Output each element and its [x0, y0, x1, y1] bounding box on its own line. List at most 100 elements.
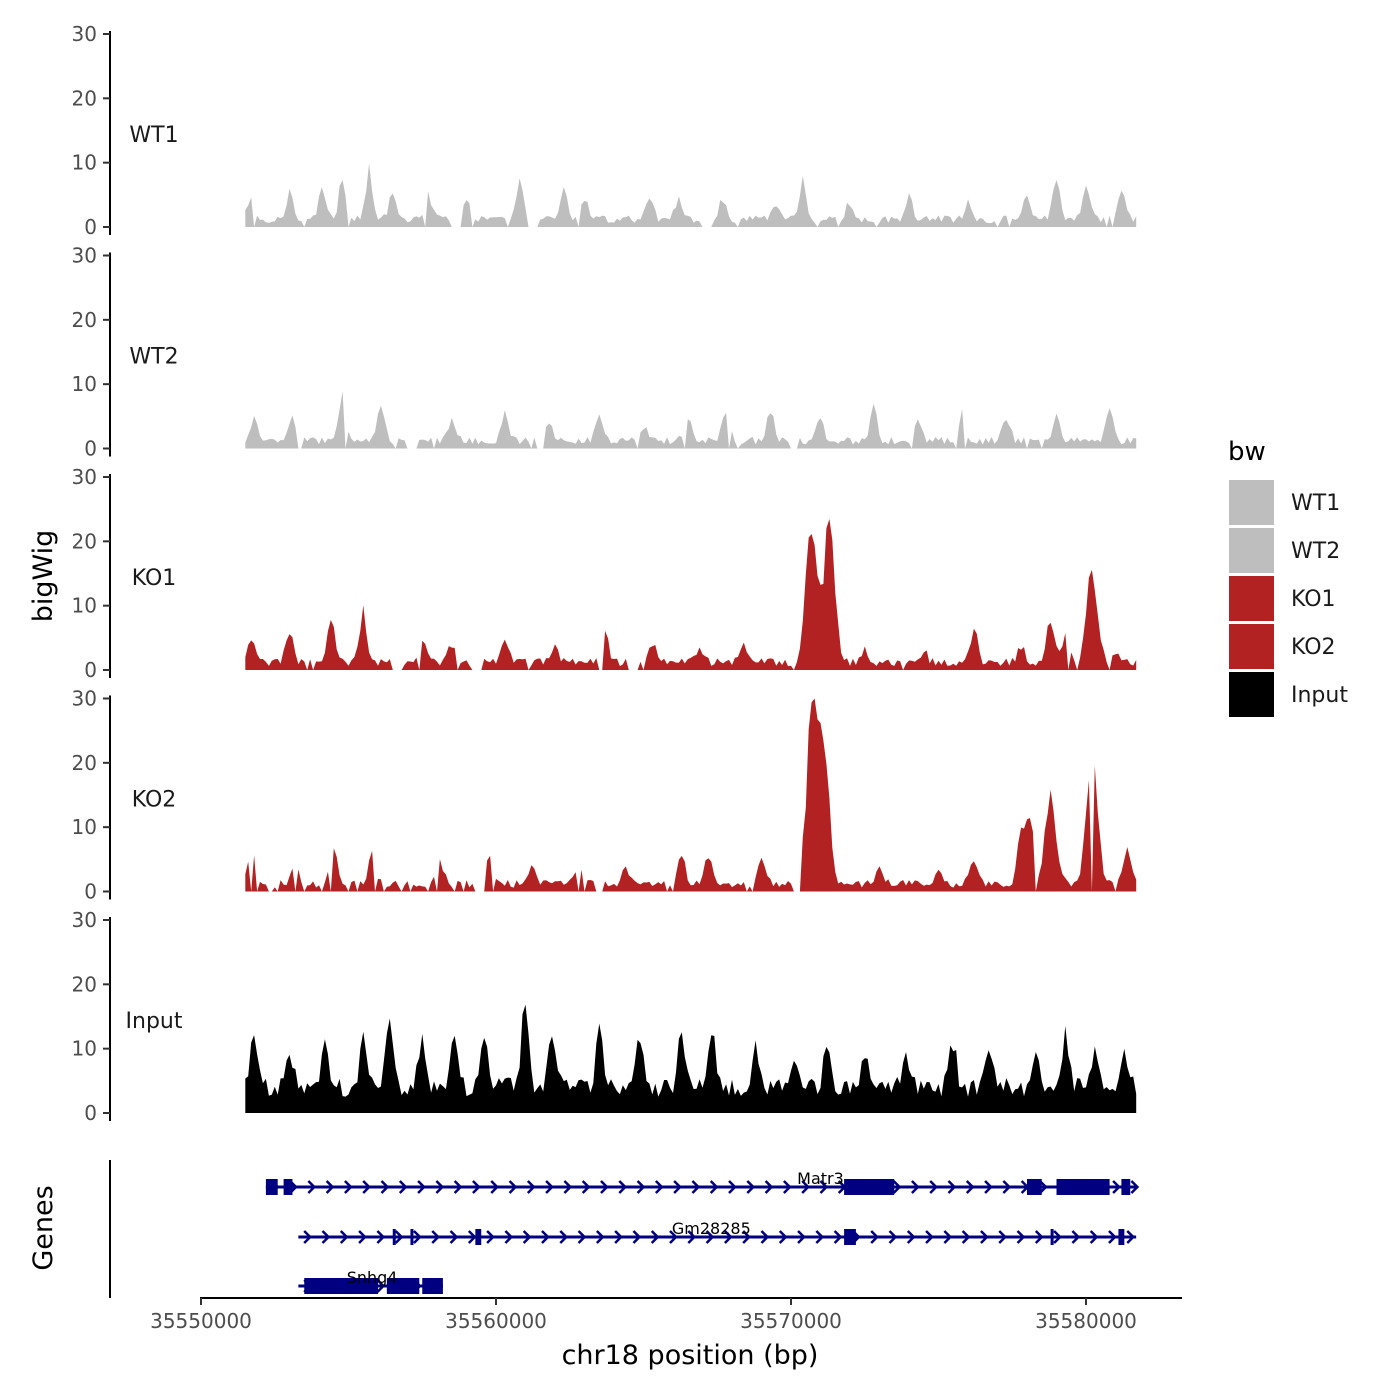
strand-chevron: [1053, 1230, 1062, 1244]
strand-chevron: [709, 1180, 719, 1194]
y-tick-label: 30: [72, 687, 97, 711]
x-tick-label: 35570000: [740, 1309, 842, 1333]
strand-chevron: [742, 1230, 751, 1244]
y-tick-label: 30: [72, 22, 97, 46]
strand-chevron: [906, 1230, 916, 1244]
y-tick-label: 0: [84, 437, 97, 461]
exon: [1118, 1229, 1125, 1245]
track-label: WT1: [129, 123, 178, 148]
gene-panel: Matr3 Gm28285 Snhg4: [109, 1160, 1140, 1298]
strand-chevron: [303, 1230, 312, 1244]
strand-chevron: [929, 1180, 938, 1194]
strand-chevron: [984, 1180, 993, 1194]
legend-key-wt2: [1229, 528, 1274, 573]
strand-chevron: [321, 1230, 331, 1244]
strand-chevron: [764, 1180, 774, 1194]
y-tick-label: 0: [84, 215, 97, 239]
legend: bw WT1 WT2 KO1 KO2 Input: [1228, 437, 1348, 717]
strand-chevron: [376, 1279, 386, 1293]
legend-key-wt1: [1229, 480, 1274, 525]
x-axis-title: chr18 position (bp): [562, 1340, 819, 1371]
strand-chevron: [453, 1180, 463, 1194]
strand-chevron: [376, 1230, 386, 1244]
y-tick-label: 20: [72, 308, 97, 332]
strand-chevron: [358, 1230, 367, 1244]
strand-chevron: [449, 1230, 459, 1244]
exon: [1050, 1229, 1054, 1245]
strand-chevron: [394, 1230, 404, 1244]
exon: [283, 1179, 293, 1195]
strand-chevron: [577, 1230, 587, 1244]
strand-chevron: [472, 1180, 481, 1194]
exon: [1121, 1179, 1131, 1195]
y-tick-label: 0: [84, 1101, 97, 1125]
y-tick-label: 10: [72, 372, 97, 396]
legend-key-input: [1229, 672, 1274, 717]
exon: [1027, 1179, 1042, 1195]
strand-chevron: [545, 1180, 554, 1194]
strand-chevron: [892, 1180, 902, 1194]
legend-label: WT2: [1291, 539, 1340, 564]
track-label: WT2: [129, 345, 178, 370]
strand-chevron: [325, 1180, 335, 1194]
strand-chevron: [522, 1230, 532, 1244]
exon: [386, 1278, 420, 1294]
strand-chevron: [782, 1180, 792, 1194]
strand-chevron: [998, 1230, 1007, 1244]
strand-chevron: [541, 1230, 550, 1244]
exon: [392, 1229, 396, 1245]
strand-chevron: [705, 1230, 715, 1244]
strand-chevron: [815, 1230, 825, 1244]
strand-chevron: [431, 1230, 440, 1244]
y-tick-label: 10: [72, 1037, 97, 1061]
strand-chevron: [344, 1180, 353, 1194]
strand-chevron: [911, 1180, 920, 1194]
strand-chevron: [614, 1230, 623, 1244]
coverage-area-ko1: [245, 519, 1137, 670]
strand-chevron: [559, 1230, 569, 1244]
strand-chevron: [778, 1230, 788, 1244]
track-ko2: 0 10 20 30 KO2: [72, 687, 1137, 904]
exon: [304, 1278, 378, 1294]
strand-chevron: [669, 1230, 678, 1244]
strand-chevron: [413, 1230, 422, 1244]
legend-label: WT1: [1291, 491, 1340, 516]
y-tick-label: 10: [72, 151, 97, 175]
track-label: KO1: [132, 566, 177, 591]
track-label: KO2: [132, 788, 177, 813]
strand-chevron: [833, 1230, 843, 1244]
strand-chevron: [1002, 1180, 1012, 1194]
strand-chevron: [961, 1230, 971, 1244]
exon: [1056, 1179, 1110, 1195]
strand-chevron: [1034, 1230, 1044, 1244]
strand-chevron: [526, 1180, 536, 1194]
legend-label: Input: [1291, 683, 1348, 708]
coverage-area-wt2: [245, 391, 1137, 449]
strand-chevron: [819, 1180, 829, 1194]
strand-chevron: [435, 1180, 445, 1194]
track-wt2: 0 10 20 30 WT2: [72, 244, 1137, 461]
y-tick-label: 0: [84, 658, 97, 682]
y-tick-label: 0: [84, 880, 97, 904]
genes: Matr3 Gm28285 Snhg4: [265, 1169, 1140, 1294]
legend-key-ko2: [1229, 624, 1274, 669]
strand-chevron: [947, 1180, 957, 1194]
strand-chevron: [723, 1230, 733, 1244]
exon: [844, 1229, 856, 1245]
coverage-area-input: [245, 1004, 1137, 1113]
exon: [265, 1179, 278, 1195]
exon: [410, 1229, 414, 1245]
strand-chevron: [417, 1180, 426, 1194]
strand-chevron: [600, 1180, 609, 1194]
exon: [844, 1179, 895, 1195]
y-tick-label: 20: [72, 972, 97, 996]
strand-chevron: [595, 1230, 605, 1244]
coverage-area-wt1: [245, 163, 1137, 227]
strand-chevron: [965, 1180, 975, 1194]
gene-panel-title: Genes: [28, 1185, 59, 1270]
y-axis-title: bigWig: [28, 530, 59, 623]
x-tick-label: 35560000: [445, 1309, 547, 1333]
strand-chevron: [888, 1230, 898, 1244]
strand-chevron: [673, 1180, 682, 1194]
